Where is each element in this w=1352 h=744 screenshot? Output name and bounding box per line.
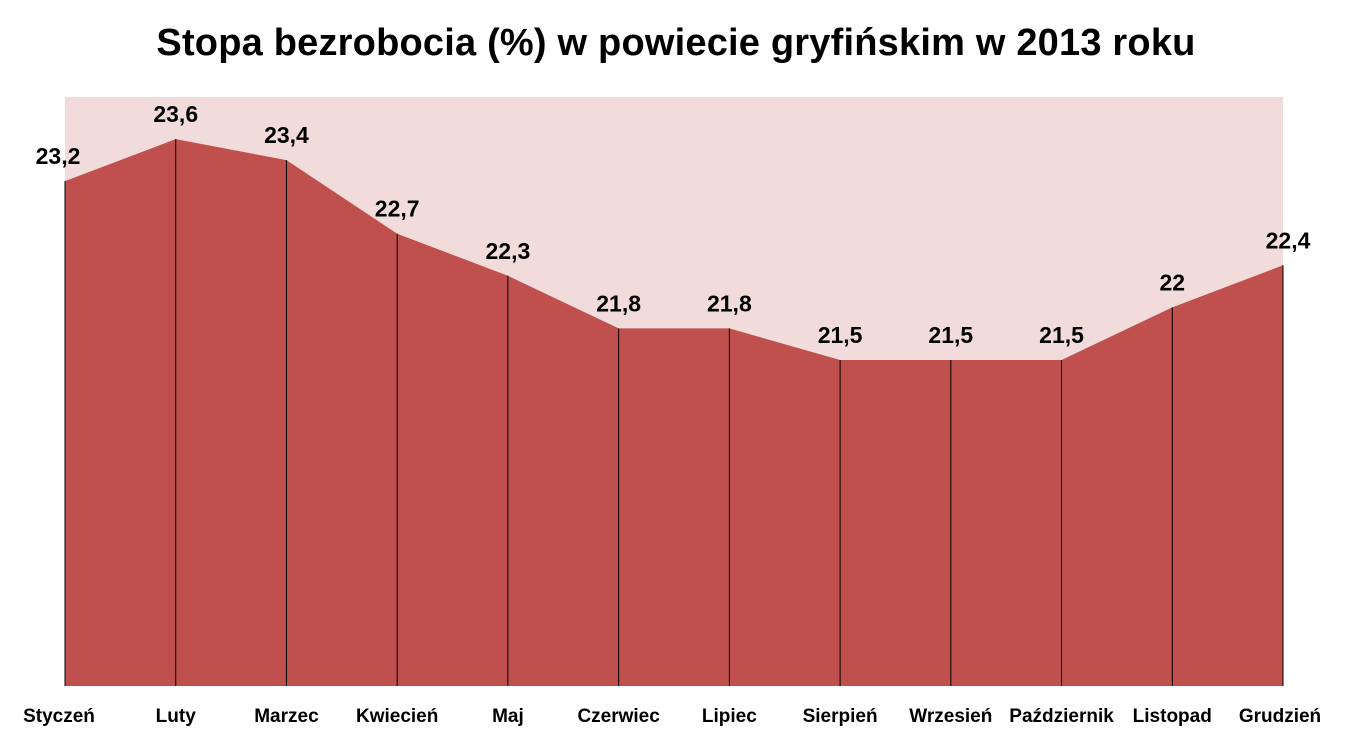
- x-tick-label: Grudzień: [1239, 706, 1321, 727]
- chart-title: Stopa bezrobocia (%) w powiecie gryfińsk…: [156, 22, 1196, 64]
- data-label: 23,4: [264, 122, 309, 148]
- data-label: 22,4: [1266, 227, 1311, 253]
- x-tick-label: Październik: [1009, 706, 1114, 727]
- x-tick-label: Luty: [156, 706, 197, 727]
- x-tick-label: Marzec: [254, 706, 319, 727]
- data-label: 23,2: [36, 143, 81, 169]
- x-tick-label: Listopad: [1133, 706, 1212, 727]
- data-label: 22,7: [375, 196, 420, 222]
- x-tick-label: Lipiec: [702, 706, 757, 727]
- x-tick-label: Kwiecień: [356, 706, 438, 727]
- x-tick-label: Czerwiec: [577, 706, 660, 727]
- data-label: 22,3: [486, 238, 531, 264]
- x-tick-label: Wrzesień: [909, 706, 992, 727]
- data-label: 21,5: [928, 322, 973, 348]
- x-tick-label: Sierpień: [803, 706, 878, 727]
- x-axis-tick-labels: Styczeń Luty Marzec Kwiecień Maj Czerwiec Lipi…: [23, 706, 1321, 727]
- area-series: [65, 139, 1283, 686]
- x-tick-label: Maj: [492, 706, 524, 727]
- data-labels: 23,2 23,6 23,4 22,7 22,3 21,8 21,8 21,5 21,5 21,5…: [36, 101, 1311, 348]
- drop-lines: [64, 139, 1284, 686]
- data-label: 22: [1159, 269, 1185, 295]
- data-label: 23,6: [153, 101, 198, 127]
- x-tick-label: Styczeń: [23, 706, 95, 727]
- data-label: 21,8: [596, 290, 641, 316]
- data-label: 21,8: [707, 290, 752, 316]
- data-label: 21,5: [1039, 322, 1084, 348]
- data-label: 21,5: [818, 322, 863, 348]
- area-fill: [65, 139, 1283, 686]
